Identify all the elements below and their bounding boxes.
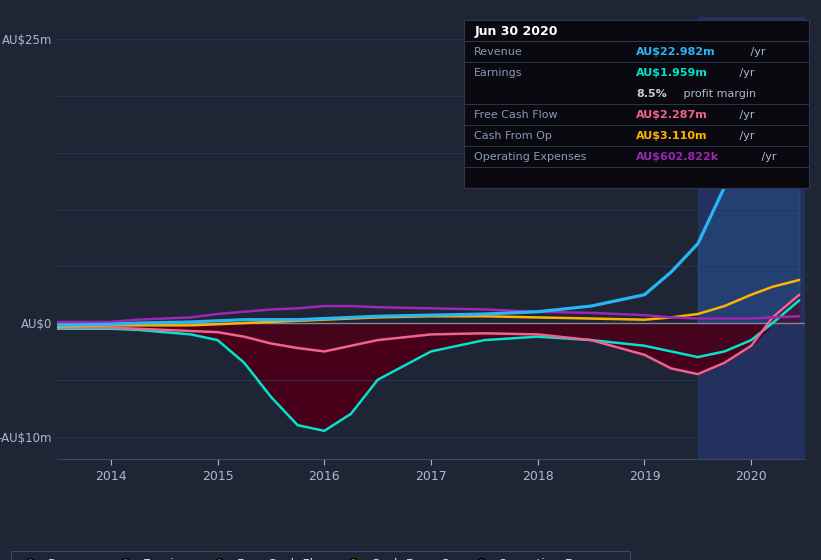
Text: /yr: /yr: [736, 68, 754, 78]
Text: /yr: /yr: [758, 152, 776, 162]
Text: AU$2.287m: AU$2.287m: [636, 110, 708, 120]
Bar: [698, 17, 810, 459]
Text: Free Cash Flow: Free Cash Flow: [475, 110, 557, 120]
Text: Operating Expenses: Operating Expenses: [475, 152, 586, 162]
Text: Cash From Op: Cash From Op: [475, 131, 552, 141]
Legend: Revenue, Earnings, Free Cash Flow, Cash From Op, Operating Expenses: Revenue, Earnings, Free Cash Flow, Cash …: [11, 552, 631, 560]
Text: Jun 30 2020: Jun 30 2020: [475, 25, 557, 38]
Text: AU$3.110m: AU$3.110m: [636, 131, 708, 141]
Text: 8.5%: 8.5%: [636, 89, 667, 99]
Text: AU$22.982m: AU$22.982m: [636, 47, 716, 57]
Text: AU$602.822k: AU$602.822k: [636, 152, 719, 162]
Text: AU$1.959m: AU$1.959m: [636, 68, 709, 78]
Text: /yr: /yr: [746, 47, 765, 57]
Text: Earnings: Earnings: [475, 68, 523, 78]
Text: Revenue: Revenue: [475, 47, 523, 57]
Text: profit margin: profit margin: [681, 89, 756, 99]
Text: /yr: /yr: [736, 110, 754, 120]
Text: /yr: /yr: [736, 131, 754, 141]
